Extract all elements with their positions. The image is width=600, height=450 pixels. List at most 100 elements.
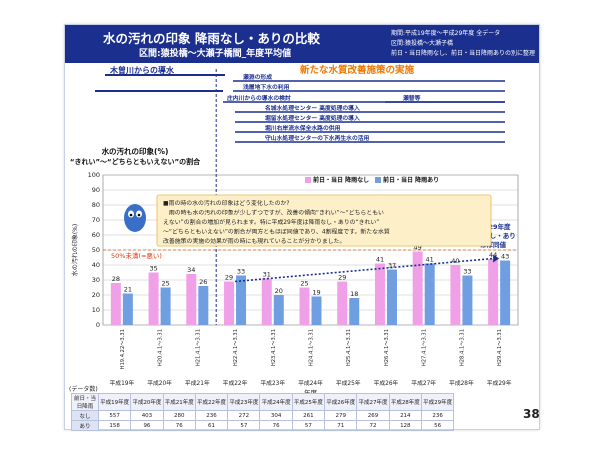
bar: [261, 278, 272, 325]
table-cell: 76: [162, 420, 196, 431]
bar: [374, 263, 385, 325]
table-cell: 261: [291, 410, 326, 421]
table-year-cell: 平成23年度: [227, 393, 261, 411]
bar-value-label: 19: [312, 289, 320, 297]
legend-swatch: [305, 177, 311, 183]
timeline-item-label: 浅層地下水の利用: [243, 83, 290, 91]
table-cell: 403: [130, 410, 164, 421]
bar-value-label: 37: [388, 262, 396, 270]
table-year-cell: 平成25年度: [291, 393, 326, 411]
bar-value-label: 26: [199, 278, 207, 286]
timeline-item-label: 庄内川からの導水の検討: [227, 94, 291, 102]
bar-value-label: 31: [263, 271, 271, 279]
bar-value-label: 18: [350, 290, 358, 298]
y-tick-label: 60: [92, 231, 100, 239]
table-cell: 56: [420, 420, 455, 431]
x-year-label: 平成28年: [449, 379, 474, 387]
timeline-item-label: 堀川右岸流水保全水路の供用: [265, 124, 341, 132]
y-tick-label: 100: [88, 171, 100, 179]
header-bar: 水の汚れの印象 降雨なし・ありの比較 区間:猿投橋～大瀬子橋間_年度平均値 期間…: [65, 25, 539, 63]
table-cell: 61: [194, 420, 229, 431]
x-year-label: 平成22年: [223, 379, 248, 387]
table-row-label: あり: [71, 420, 99, 431]
bar-value-label: 33: [237, 268, 245, 276]
timeline-item-label: 守山水処理センターの下水再生水の活用: [265, 134, 370, 142]
bar-value-label: 25: [300, 280, 308, 288]
bar-value-label: 40: [451, 257, 459, 265]
bar: [186, 274, 197, 325]
x-tick-label: H24.4.1～3.31: [309, 329, 315, 366]
bar: [337, 281, 348, 325]
table-cell: 57: [227, 420, 261, 431]
info-period: 期間:平成19年度～平成29年度 全データ: [391, 30, 501, 37]
bar-value-label: 28: [112, 275, 120, 283]
x-year-label: 平成27年: [411, 379, 436, 387]
table-year-cell: 平成26年度: [324, 393, 358, 411]
table-cell: 72: [356, 420, 390, 431]
mascot-icon: [124, 204, 146, 232]
bar: [386, 269, 397, 325]
h29-note-line: 平成29年度: [475, 222, 511, 231]
bar-value-label: 49: [414, 244, 422, 252]
y-axis-label: 水の汚れの印象(%): [71, 224, 79, 276]
bar: [462, 275, 473, 325]
trend-arrow-head: [493, 254, 500, 263]
bar-value-label: 35: [149, 265, 157, 273]
slide-title: 水の汚れの印象 降雨なし・ありの比較: [103, 31, 320, 46]
bar: [198, 286, 209, 325]
table-year-cell: 平成22年度: [194, 393, 229, 411]
page-number: 38: [523, 407, 540, 421]
x-tick-label: H23.4.1～3.31: [271, 329, 277, 366]
x-year-label: 平成29年: [487, 379, 512, 387]
x-tick-label: H21.4.1～3.31: [195, 329, 201, 366]
x-year-label: 平成23年: [260, 379, 285, 387]
y-tick-label: 20: [92, 291, 100, 299]
bar: [299, 287, 310, 325]
bar: [500, 260, 511, 325]
table-row-label: なし: [71, 410, 99, 421]
table-year-cell: 平成24年度: [259, 393, 293, 411]
x-tick-label: H22.4.1～3.31: [233, 329, 239, 366]
bar: [110, 283, 121, 325]
bar-value-label: 25: [161, 280, 169, 288]
slide: 水の汚れの印象 降雨なし・ありの比較 区間:猿投橋～大瀬子橋間_年度平均値 期間…: [64, 24, 540, 431]
table-corner-cell: 前日・当日降雨: [71, 393, 99, 411]
y-tick-label: 80: [92, 201, 100, 209]
table-year-cell: 平成19年度: [97, 393, 132, 411]
x-year-label: 平成20年: [147, 379, 172, 387]
table-cell: 158: [97, 420, 132, 431]
bar: [224, 281, 235, 325]
table-cell: 557: [97, 410, 132, 421]
bar: [236, 275, 247, 325]
y-tick-label: 50: [92, 246, 100, 254]
table-cell: 76: [259, 420, 293, 431]
table-year-cell: 平成20年度: [130, 393, 164, 411]
bar: [450, 265, 461, 325]
mascot-pupil-icon: [137, 213, 141, 217]
h29-note-line: 降雨なし・あり: [470, 231, 516, 240]
x-year-label: 平成21年: [185, 379, 210, 387]
bar-value-label: 41: [426, 256, 434, 264]
table-cell: 57: [291, 420, 326, 431]
h29-note-line: ほぼ同値: [480, 240, 507, 249]
table-cell: 304: [259, 410, 293, 421]
legend-label: 前日・当日 降雨あり: [383, 176, 439, 184]
y-tick-label: 70: [92, 216, 100, 224]
bar: [273, 295, 284, 325]
timeline-item-label: 瀬淵の形成: [243, 73, 272, 81]
table-cell: 269: [356, 410, 390, 421]
bar-value-label: 20: [275, 287, 283, 295]
table-cell: 236: [194, 410, 229, 421]
table-year-cell: 平成29年度: [420, 393, 455, 411]
slide-subtitle: 区間:猿投橋～大瀬子橋間_年度平均値: [139, 49, 292, 59]
bar: [424, 263, 435, 325]
bar: [311, 296, 322, 325]
bar-value-label: 41: [376, 256, 384, 264]
timeline-item-label: 堀留水処理センター 高度処理の導入: [265, 114, 360, 122]
mascot-pupil-icon: [129, 213, 133, 217]
x-tick-label: H28.4.1～3.31: [459, 329, 465, 366]
table-year-cell: 平成28年度: [388, 393, 422, 411]
bar: [349, 298, 360, 325]
table-year-cell: 平成21年度: [162, 393, 196, 411]
x-tick-label: H29.4.1～3.31: [497, 329, 503, 366]
